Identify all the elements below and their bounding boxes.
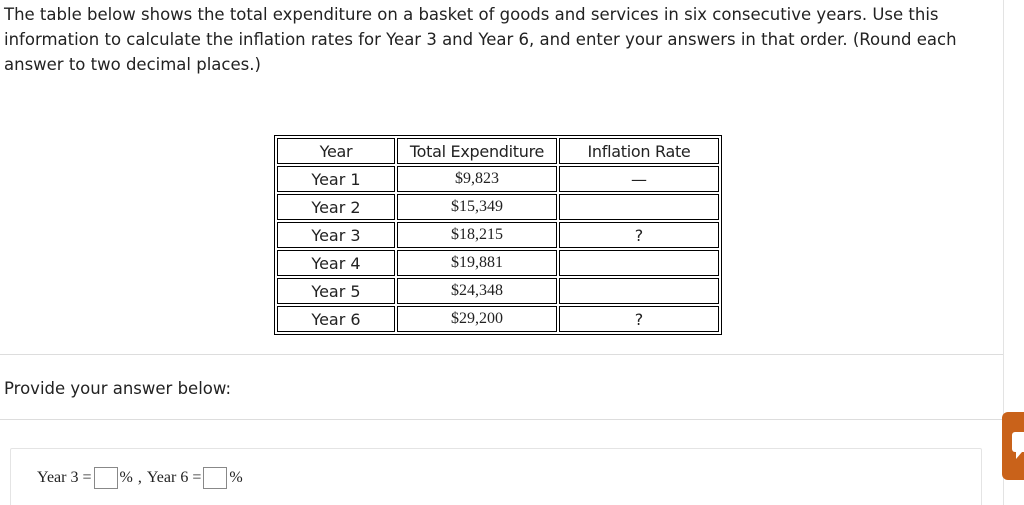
table-row: Year 2 $15,349	[277, 194, 719, 220]
table-row: Year 5 $24,348	[277, 278, 719, 304]
answer-line: Year 3 = % , Year 6 = %	[37, 467, 243, 489]
table-row: Year 1 $9,823 —	[277, 166, 719, 192]
section-divider	[0, 419, 1003, 420]
cell-year: Year 3	[277, 222, 395, 248]
year6-unit: %	[229, 469, 243, 486]
answer-separator: ,	[137, 469, 142, 486]
cell-year: Year 1	[277, 166, 395, 192]
answer-panel: Year 3 = % , Year 6 = %	[10, 448, 982, 505]
cell-year: Year 4	[277, 250, 395, 276]
cell-inflation-rate: ?	[559, 222, 719, 248]
year6-label: Year 6 =	[146, 469, 202, 486]
cell-inflation-rate	[559, 278, 719, 304]
header-total-expenditure: Total Expenditure	[397, 138, 557, 164]
cell-year: Year 5	[277, 278, 395, 304]
cell-expenditure: $9,823	[397, 166, 557, 192]
cell-expenditure: $18,215	[397, 222, 557, 248]
table-row: Year 3 $18,215 ?	[277, 222, 719, 248]
year3-answer-input[interactable]	[93, 467, 118, 489]
section-divider	[0, 354, 1003, 355]
cell-expenditure: $24,348	[397, 278, 557, 304]
cell-year: Year 6	[277, 306, 395, 332]
right-divider	[1003, 0, 1004, 505]
cell-inflation-rate: ?	[559, 306, 719, 332]
header-year: Year	[277, 138, 395, 164]
cell-inflation-rate	[559, 250, 719, 276]
feedback-side-tab[interactable]	[1002, 412, 1024, 480]
table-row: Year 4 $19,881	[277, 250, 719, 276]
question-text: The table below shows the total expendit…	[4, 5, 957, 74]
cell-year: Year 2	[277, 194, 395, 220]
year6-answer-input[interactable]	[203, 467, 228, 489]
answer-prompt: Provide your answer below:	[4, 379, 232, 398]
header-inflation-rate: Inflation Rate	[559, 138, 719, 164]
cell-inflation-rate: —	[559, 166, 719, 192]
cell-expenditure: $29,200	[397, 306, 557, 332]
expenditure-table-container: Year Total Expenditure Inflation Rate Ye…	[274, 135, 722, 335]
cell-expenditure: $19,881	[397, 250, 557, 276]
table-header-row: Year Total Expenditure Inflation Rate	[277, 138, 719, 164]
expenditure-table: Year Total Expenditure Inflation Rate Ye…	[274, 135, 722, 335]
year3-unit: %	[119, 469, 133, 486]
cell-inflation-rate	[559, 194, 719, 220]
chat-bubble-icon	[1012, 432, 1024, 459]
year3-label: Year 3 =	[37, 469, 92, 486]
cell-expenditure: $15,349	[397, 194, 557, 220]
table-row: Year 6 $29,200 ?	[277, 306, 719, 332]
